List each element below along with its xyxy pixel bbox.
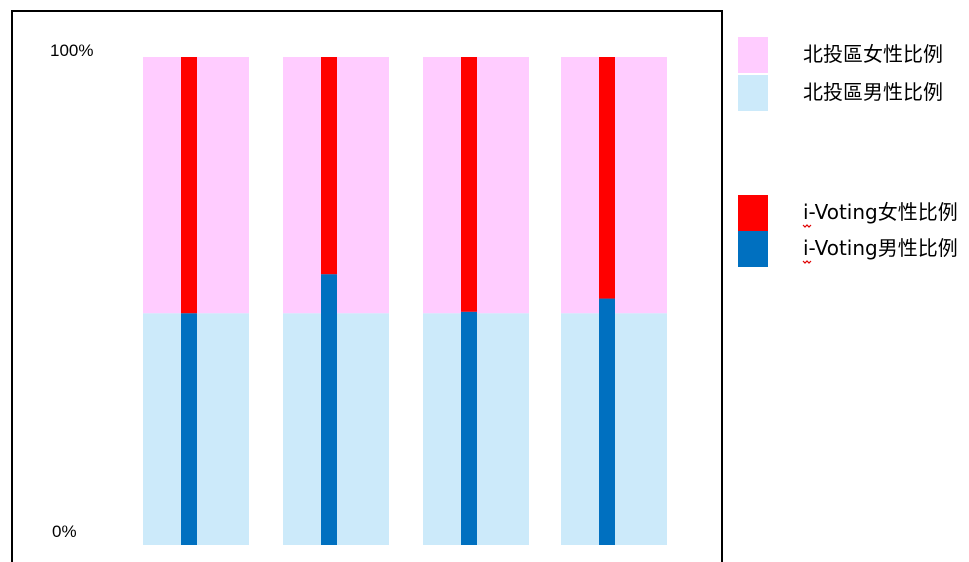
- legend-swatch: [738, 231, 768, 267]
- bars-group: [143, 57, 667, 545]
- legend-label: i-Voting男性比例: [803, 236, 958, 260]
- overlay-bar-male: [461, 311, 477, 545]
- legend-swatch: [738, 37, 768, 73]
- spellcheck-squiggle: [802, 224, 812, 228]
- legend-swatch: [738, 75, 768, 111]
- overlay-bar-male: [599, 298, 615, 545]
- legend-label: i-Voting女性比例: [803, 200, 958, 224]
- overlay-bar-male: [321, 274, 337, 545]
- y-tick-label-top: 100%: [50, 41, 93, 60]
- y-tick-label-bottom: 0%: [52, 522, 77, 541]
- overlay-bar-male: [181, 313, 197, 545]
- legend-label: 北投區男性比例: [803, 80, 943, 104]
- legend-swatch: [738, 195, 768, 231]
- overlay-bar-female: [461, 57, 477, 312]
- overlay-bar-female: [321, 57, 337, 275]
- overlay-bar-female: [599, 57, 615, 299]
- overlay-bar-female: [181, 57, 197, 314]
- spellcheck-squiggle: [802, 260, 812, 264]
- legend-label: 北投區女性比例: [803, 42, 943, 66]
- plot-frame: [11, 10, 723, 562]
